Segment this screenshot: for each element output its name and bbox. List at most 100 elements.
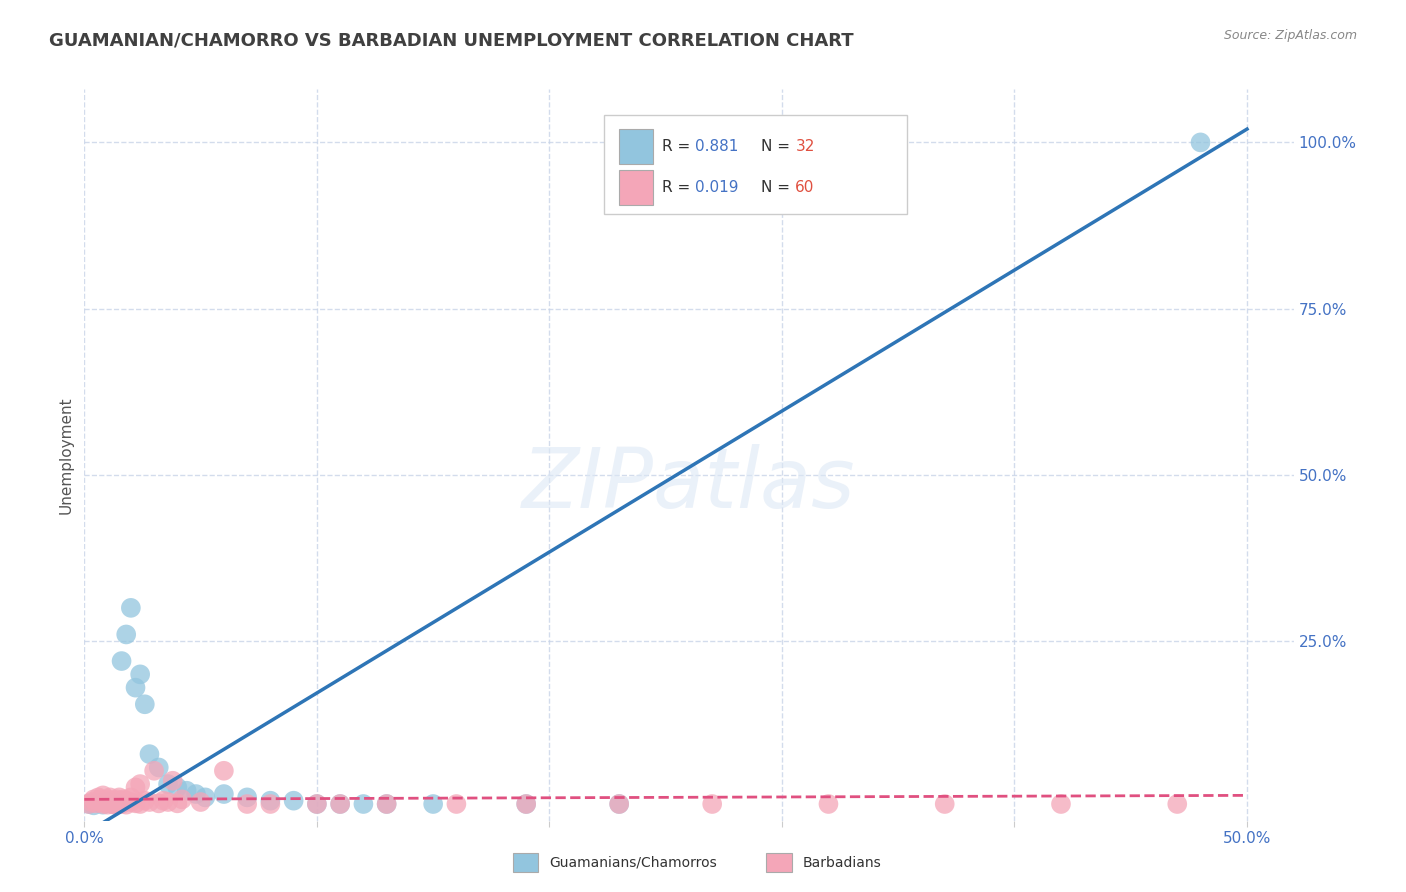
Point bbox=[105, 792, 128, 806]
Point bbox=[101, 794, 124, 808]
FancyBboxPatch shape bbox=[619, 169, 652, 205]
Point bbox=[162, 773, 184, 788]
Point bbox=[98, 790, 121, 805]
Point bbox=[702, 797, 724, 811]
Point bbox=[105, 797, 128, 811]
Point bbox=[129, 797, 152, 811]
Point bbox=[105, 797, 128, 811]
Point bbox=[124, 681, 146, 695]
Point bbox=[134, 794, 156, 808]
Point bbox=[94, 794, 117, 808]
Point bbox=[80, 795, 103, 809]
Point bbox=[283, 794, 305, 808]
Point bbox=[134, 698, 156, 712]
Point bbox=[94, 796, 117, 810]
Point bbox=[101, 797, 124, 811]
Point bbox=[166, 797, 188, 811]
Point bbox=[104, 797, 127, 812]
Point bbox=[176, 783, 198, 797]
Text: Barbadians: Barbadians bbox=[803, 855, 882, 870]
Text: N =: N = bbox=[762, 179, 796, 194]
Point bbox=[148, 797, 170, 811]
Point bbox=[90, 795, 112, 809]
Point bbox=[138, 747, 160, 761]
Point bbox=[138, 795, 160, 809]
Point bbox=[157, 795, 180, 809]
Point bbox=[352, 797, 374, 811]
Point bbox=[184, 787, 207, 801]
Text: N =: N = bbox=[762, 139, 796, 153]
Point bbox=[77, 797, 100, 811]
Point bbox=[104, 795, 127, 809]
Text: 60: 60 bbox=[796, 179, 814, 194]
Point bbox=[170, 792, 193, 806]
Point bbox=[236, 790, 259, 805]
Point bbox=[110, 654, 132, 668]
Point bbox=[87, 794, 110, 808]
Point bbox=[148, 760, 170, 774]
Point bbox=[152, 794, 174, 808]
Point bbox=[157, 777, 180, 791]
Point bbox=[817, 797, 839, 811]
Point bbox=[77, 797, 100, 811]
Point bbox=[607, 797, 630, 811]
Point bbox=[112, 792, 135, 806]
Point bbox=[1189, 136, 1212, 150]
Y-axis label: Unemployment: Unemployment bbox=[58, 396, 73, 514]
Point bbox=[110, 794, 132, 808]
Point bbox=[124, 780, 146, 795]
Text: 32: 32 bbox=[796, 139, 814, 153]
Point bbox=[259, 794, 281, 808]
Point bbox=[166, 780, 188, 795]
Point bbox=[83, 792, 105, 806]
Point bbox=[91, 789, 114, 803]
Point bbox=[305, 797, 328, 811]
Point bbox=[120, 790, 142, 805]
Point bbox=[607, 797, 630, 811]
Point bbox=[97, 795, 120, 809]
Point bbox=[112, 795, 135, 809]
Point bbox=[83, 798, 105, 813]
Text: Source: ZipAtlas.com: Source: ZipAtlas.com bbox=[1223, 29, 1357, 42]
FancyBboxPatch shape bbox=[605, 115, 907, 213]
Point bbox=[194, 790, 217, 805]
Point bbox=[124, 797, 146, 811]
FancyBboxPatch shape bbox=[619, 128, 652, 164]
Point bbox=[98, 795, 121, 809]
Point bbox=[1050, 797, 1073, 811]
Point bbox=[329, 797, 352, 811]
Point bbox=[115, 794, 138, 808]
Point bbox=[110, 797, 132, 811]
Point bbox=[115, 627, 138, 641]
Point bbox=[190, 795, 212, 809]
Text: ZIPatlas: ZIPatlas bbox=[522, 443, 856, 524]
Point bbox=[115, 797, 138, 812]
Text: R =: R = bbox=[662, 139, 696, 153]
Text: Guamanians/Chamorros: Guamanians/Chamorros bbox=[550, 855, 717, 870]
Point bbox=[108, 795, 131, 809]
Point bbox=[212, 764, 235, 778]
Point bbox=[91, 797, 114, 811]
Point bbox=[129, 777, 152, 791]
Point bbox=[91, 797, 114, 812]
Point bbox=[375, 797, 398, 811]
Point bbox=[87, 796, 110, 810]
Point bbox=[259, 797, 281, 811]
Point bbox=[934, 797, 956, 811]
Point bbox=[1166, 797, 1188, 811]
Point bbox=[87, 790, 110, 805]
Point bbox=[90, 792, 112, 806]
Point bbox=[97, 797, 120, 812]
Point bbox=[515, 797, 537, 811]
Point bbox=[236, 797, 259, 811]
Point bbox=[101, 797, 124, 811]
Point bbox=[422, 797, 444, 811]
Point bbox=[446, 797, 468, 811]
Text: GUAMANIAN/CHAMORRO VS BARBADIAN UNEMPLOYMENT CORRELATION CHART: GUAMANIAN/CHAMORRO VS BARBADIAN UNEMPLOY… bbox=[49, 31, 853, 49]
Point bbox=[84, 797, 107, 811]
Text: 0.019: 0.019 bbox=[695, 179, 738, 194]
Point bbox=[129, 667, 152, 681]
Point bbox=[97, 792, 120, 806]
Point bbox=[143, 764, 166, 778]
Point bbox=[108, 790, 131, 805]
